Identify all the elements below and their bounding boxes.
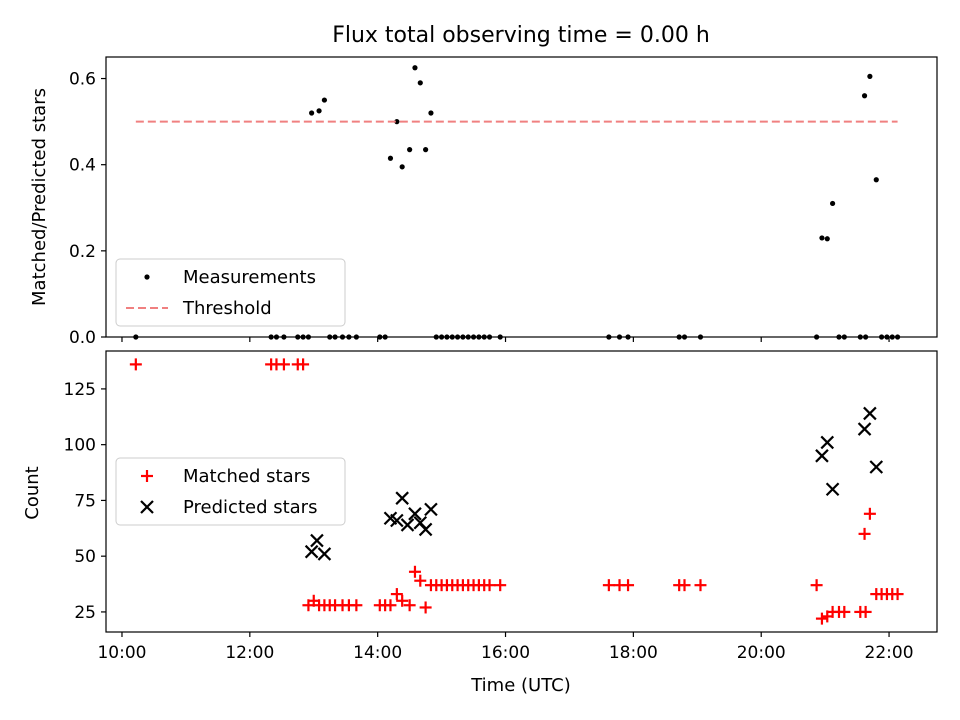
bottom-panel: 25 50 75 100 125 10:00 12:00 14:00 16:00 18:00 20… — [22, 350, 938, 696]
predicted-star-point — [820, 435, 835, 450]
predicted-star-point — [869, 460, 884, 474]
top-y-axis: 0.0 0.2 0.4 0.6 — [69, 70, 106, 348]
measurement-point — [824, 236, 830, 242]
measurement-point — [423, 147, 429, 153]
measurement-point — [861, 93, 868, 99]
matched-star-point — [863, 507, 876, 520]
predicted-star-point — [857, 422, 872, 436]
x-tick-label: 12:00 — [225, 643, 274, 663]
measurement-point — [417, 80, 423, 86]
measurement-point — [867, 73, 873, 79]
top-y-axis-label: Matched/Predicted stars — [29, 88, 50, 306]
x-tick-label: 20:00 — [737, 643, 786, 663]
top-legend: Measurements Threshold — [115, 258, 346, 327]
legend-threshold-label: Threshold — [182, 298, 272, 319]
measurement-point — [819, 235, 825, 241]
x-tick-label: 10:00 — [97, 643, 146, 663]
measurement-point — [399, 164, 405, 170]
x-tick-label: 22:00 — [865, 643, 914, 663]
matched-star-point — [891, 588, 904, 601]
bottom-y-axis-label: Count — [22, 466, 43, 519]
legend-matched-label: Matched stars — [183, 466, 310, 487]
legend-predicted-label: Predicted stars — [183, 497, 317, 518]
measurement-point — [316, 108, 322, 114]
predicted-star-point — [395, 491, 409, 505]
matched-star-point — [858, 527, 871, 540]
predicted-star-point — [418, 522, 433, 537]
matched-star-point — [408, 565, 421, 578]
measurement-point — [873, 177, 879, 183]
predicted-star-point — [815, 449, 829, 463]
measurement-point — [428, 110, 434, 116]
matched-star-point — [419, 601, 432, 614]
matched-star-point — [602, 579, 615, 592]
measurement-point — [321, 97, 328, 103]
predicted-star-point — [863, 406, 877, 421]
x-axis-label: Time (UTC) — [470, 675, 571, 696]
bottom-y-tick-label: 25 — [74, 603, 96, 623]
predicted-star-point — [400, 518, 415, 532]
matched-star-point — [859, 605, 872, 618]
bottom-legend: Matched stars Predicted stars — [115, 457, 346, 526]
measurement-point — [309, 110, 315, 116]
matched-star-point — [414, 574, 427, 587]
top-y-tick-label: 0.6 — [69, 70, 96, 90]
measurement-point — [829, 200, 836, 207]
matched-star-point — [678, 579, 691, 592]
predicted-star-point — [390, 513, 404, 528]
legend-matched-marker — [141, 470, 153, 482]
top-x-axis — [121, 337, 890, 342]
x-tick-label: 16:00 — [481, 643, 530, 663]
bottom-y-tick-label: 125 — [64, 380, 96, 400]
top-y-tick-label: 0.2 — [69, 242, 96, 262]
bottom-y-tick-label: 50 — [74, 547, 96, 567]
matched-star-point — [390, 588, 403, 601]
matched-star-point — [350, 599, 363, 612]
top-legend-box — [115, 258, 346, 327]
matched-star-point — [403, 599, 416, 612]
legend-measurements-label: Measurements — [183, 267, 316, 288]
matched-star-point — [297, 358, 310, 371]
bottom-legend-box — [115, 457, 346, 526]
legend-measurements-marker — [144, 274, 150, 280]
legend-predicted-marker — [140, 500, 154, 514]
measurement-point — [394, 119, 400, 125]
matched-star-point — [277, 358, 290, 371]
top-panel: 0.0 0.2 0.4 0.6 Matched/Predicted stars Mea… — [29, 56, 938, 348]
top-axes-frame — [105, 56, 938, 338]
matched-star-point — [838, 605, 851, 618]
bottom-axes-frame — [105, 350, 938, 633]
predicted-star-point — [310, 533, 324, 548]
matched-star-point — [396, 594, 409, 607]
matched-star-point — [483, 579, 496, 592]
predicted-star-point — [825, 482, 840, 497]
matched-star-point — [129, 358, 142, 371]
matched-star-point — [810, 579, 823, 592]
measurement-point — [407, 147, 413, 153]
top-y-tick-label: 0.0 — [69, 328, 96, 348]
predicted-star-point — [317, 547, 332, 561]
matched-star-point — [815, 612, 828, 625]
bottom-y-axis: 25 50 75 100 125 — [64, 380, 106, 623]
measurement-point — [412, 65, 418, 71]
matched-star-point — [622, 579, 635, 592]
measurement-point — [387, 155, 394, 161]
bottom-plot-marks — [129, 358, 904, 625]
predicted-star-point — [408, 507, 422, 521]
matched-star-point — [494, 579, 507, 592]
predicted-star-point — [424, 502, 438, 517]
matched-star-point — [694, 579, 707, 592]
x-tick-label: 18:00 — [609, 643, 658, 663]
matched-star-point — [384, 599, 397, 612]
predicted-star-point — [304, 544, 319, 559]
chart-title: Flux total observing time = 0.00 h — [332, 23, 710, 48]
top-y-tick-label: 0.4 — [69, 156, 96, 176]
bottom-y-tick-label: 75 — [74, 491, 96, 511]
bottom-y-tick-label: 100 — [64, 436, 96, 456]
x-tick-label: 14:00 — [353, 643, 402, 663]
bottom-x-axis: 10:00 12:00 14:00 16:00 18:00 20:00 22:00 — [97, 632, 914, 663]
